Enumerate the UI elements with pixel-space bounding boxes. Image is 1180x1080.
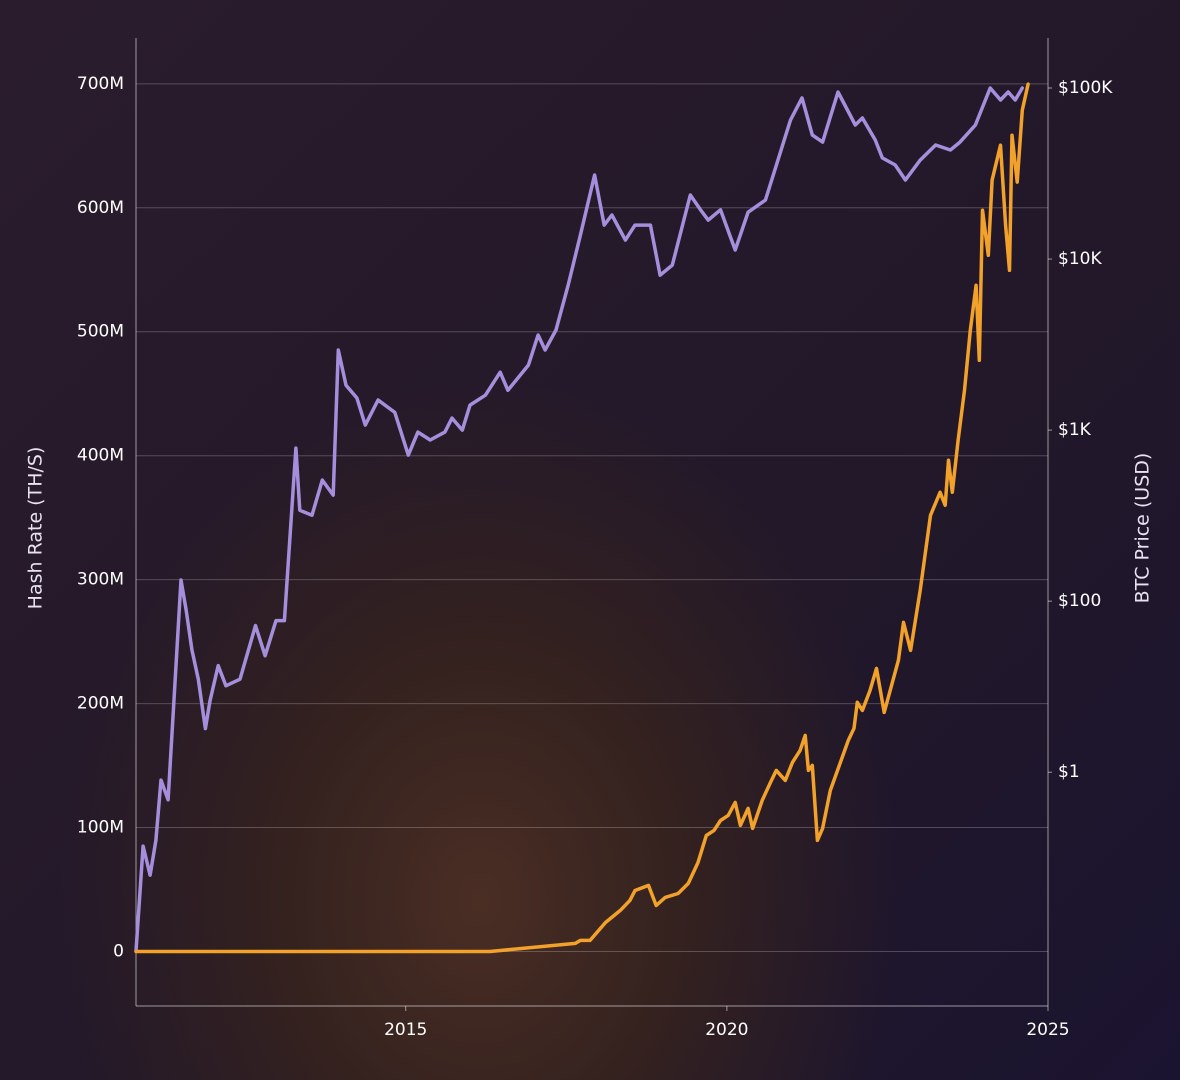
y-tick-label: 200M [77,694,124,714]
y-tick-label: 300M [77,570,124,590]
series-line [134,82,1030,954]
y2-tick-label: $10K [1058,249,1102,269]
y2-tick-label: $100 [1058,591,1101,611]
series-line [134,86,1025,953]
y2-axis-label: BTC Price (USD) [1132,453,1154,604]
y-tick-label: 100M [77,818,124,838]
x-tick-label: 2015 [384,1020,427,1040]
x-tick-label: 2025 [1026,1020,1069,1040]
y-tick-label: 500M [77,322,124,342]
y2-tick-label: $1K [1058,420,1092,440]
y2-tick-label: $1 [1058,762,1080,782]
y2-tick-label: $100K [1058,78,1113,98]
x-tick-label: 2020 [705,1020,748,1040]
y-axis-label: Hash Rate (TH/S) [25,447,47,610]
y-tick-label: 600M [77,198,124,218]
y-tick-label: 0 [113,941,124,961]
y-tick-label: 400M [77,446,124,466]
y-tick-label: 700M [77,74,124,94]
